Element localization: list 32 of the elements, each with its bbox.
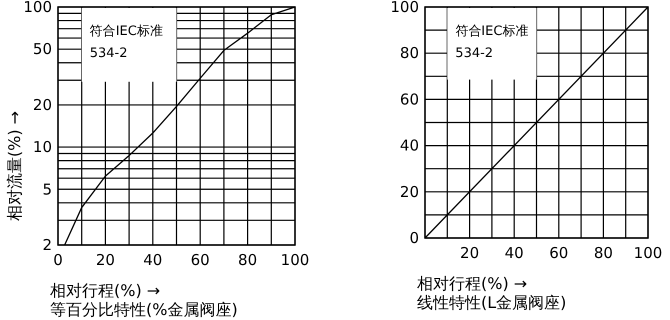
x-tick-label: 80 (594, 244, 613, 262)
x-tick-label: 40 (504, 244, 524, 262)
y-tick-label: 20 (32, 96, 52, 114)
y-tick-label: 80 (400, 44, 419, 62)
annotation: 534-2 (90, 46, 128, 61)
y-tick-label: 60 (400, 90, 419, 108)
y-tick-label: 100 (390, 0, 419, 16)
annotation: 符合IEC标准 (90, 24, 163, 39)
y-tick-label: 20 (400, 182, 419, 201)
x-tick-label: 100 (634, 244, 662, 262)
y-tick-label: 40 (400, 136, 419, 155)
x-tick-label: 20 (96, 251, 115, 269)
y-tick-label: 10 (32, 138, 52, 156)
x-tick-label: 20 (460, 244, 480, 262)
annotation: 符合IEC标准 (455, 24, 528, 39)
x-axis-title: 相对行程(%) → (50, 281, 160, 300)
y-tick-label: 50 (32, 40, 52, 58)
x-tick-label: 100 (280, 251, 310, 269)
y-tick-label: 100 (23, 0, 52, 16)
x-tick-label: 80 (238, 251, 258, 269)
x-axis-title: 相对行程(%) → (417, 274, 528, 293)
y-axis-title: 相对流量(%) → (5, 110, 24, 222)
x-tick-label: 40 (143, 251, 162, 269)
x-tick-label: 0 (53, 251, 63, 269)
text: 等百分比特性(%金属阀座) (50, 300, 238, 319)
y-tick-label: 5 (42, 180, 52, 198)
annotation: 534-2 (455, 46, 494, 61)
x-tick-label: 60 (549, 244, 568, 262)
y-tick-label: 0 (409, 229, 419, 247)
text: 线性特性(L金属阀座) (417, 293, 566, 312)
y-tick-label: 2 (42, 236, 52, 254)
x-tick-label: 60 (190, 251, 210, 269)
